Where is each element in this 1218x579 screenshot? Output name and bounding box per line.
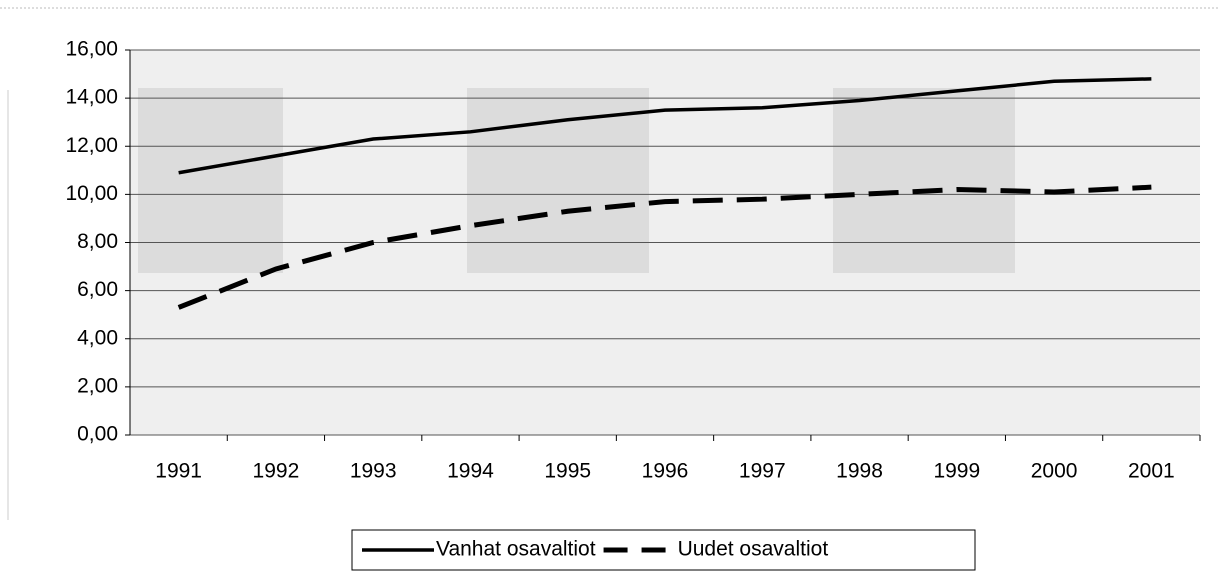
shade bbox=[138, 88, 283, 273]
y-tick-label: 4,00 bbox=[77, 326, 118, 349]
x-tick-label: 2001 bbox=[1128, 460, 1175, 483]
x-tick-label: 1997 bbox=[739, 460, 786, 483]
shade bbox=[833, 88, 1015, 273]
y-tick-label: 8,00 bbox=[77, 230, 118, 253]
x-tick-label: 1998 bbox=[836, 460, 883, 483]
x-tick-label: 1991 bbox=[155, 460, 202, 483]
x-tick-label: 1993 bbox=[350, 460, 397, 483]
y-tick-label: 12,00 bbox=[65, 134, 118, 157]
y-tick-label: 10,00 bbox=[65, 182, 118, 205]
legend-label: Uudet osavaltiot bbox=[678, 538, 829, 561]
y-tick-label: 6,00 bbox=[77, 278, 118, 301]
x-tick-label: 1999 bbox=[933, 460, 980, 483]
y-tick-label: 0,00 bbox=[77, 423, 118, 446]
y-tick-label: 2,00 bbox=[77, 374, 118, 397]
x-tick-label: 2000 bbox=[1031, 460, 1078, 483]
line bbox=[177, 184, 1152, 310]
x-tick-label: 1992 bbox=[253, 460, 300, 483]
y-tick-label: 14,00 bbox=[65, 86, 118, 109]
y-tick-label: 16,00 bbox=[65, 38, 118, 61]
x-tick-label: 1994 bbox=[447, 460, 494, 483]
x-tick-label: 1996 bbox=[642, 460, 689, 483]
legend-label: Vanhat osavaltiot bbox=[436, 538, 596, 561]
x-tick-label: 1995 bbox=[544, 460, 591, 483]
line bbox=[178, 77, 1152, 175]
